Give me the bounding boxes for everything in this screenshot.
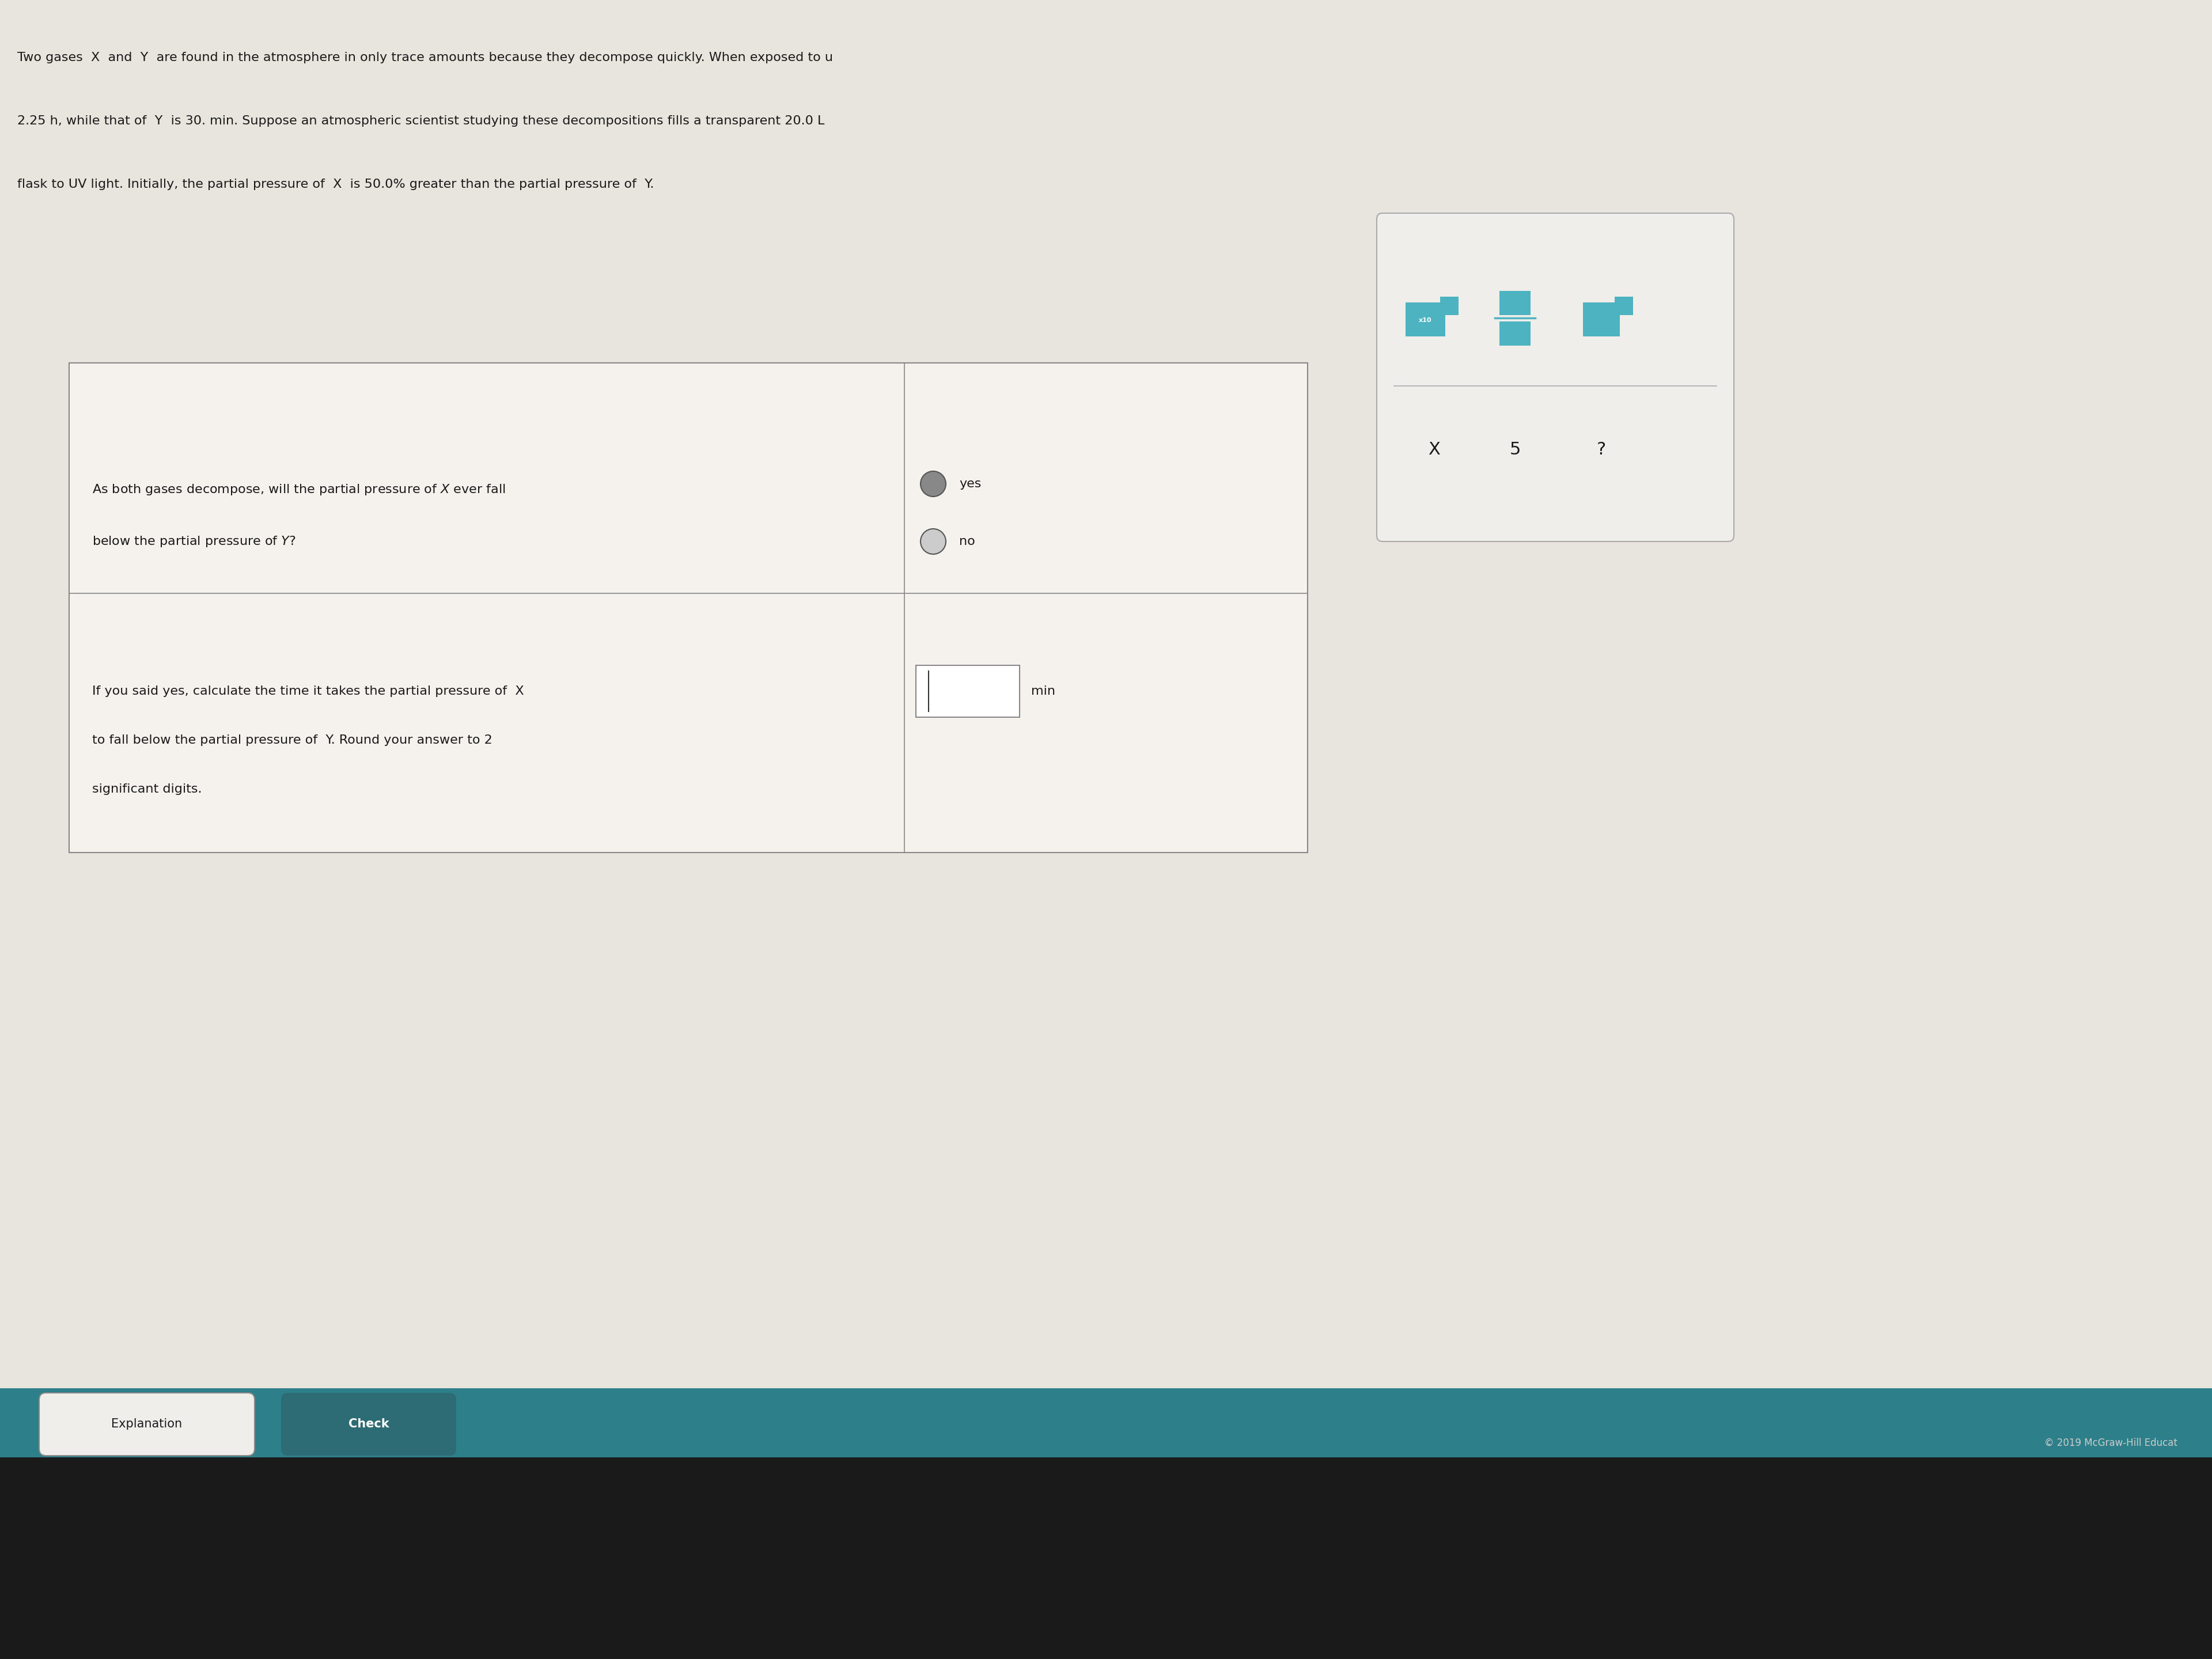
FancyBboxPatch shape bbox=[69, 363, 1307, 853]
Text: below the partial pressure of $Y$?: below the partial pressure of $Y$? bbox=[93, 534, 296, 549]
Text: If you said yes, calculate the time it takes the partial pressure of  X: If you said yes, calculate the time it t… bbox=[93, 685, 524, 697]
FancyBboxPatch shape bbox=[40, 1394, 254, 1455]
FancyBboxPatch shape bbox=[1615, 297, 1632, 315]
Text: x10: x10 bbox=[1418, 317, 1431, 324]
FancyBboxPatch shape bbox=[0, 1457, 2212, 1659]
Text: Check: Check bbox=[347, 1418, 389, 1430]
Text: Two gases  X  and  Y  are found in the atmosphere in only trace amounts because : Two gases X and Y are found in the atmos… bbox=[18, 51, 834, 63]
FancyBboxPatch shape bbox=[1376, 212, 1734, 541]
Text: © 2019 McGraw-Hill Educat: © 2019 McGraw-Hill Educat bbox=[2044, 1438, 2177, 1448]
FancyBboxPatch shape bbox=[1500, 290, 1531, 315]
Text: significant digits.: significant digits. bbox=[93, 783, 201, 795]
Text: no: no bbox=[960, 536, 975, 547]
Circle shape bbox=[920, 471, 947, 496]
Text: yes: yes bbox=[960, 478, 982, 489]
Text: flask to UV light. Initially, the partial pressure of  X  is 50.0% greater than : flask to UV light. Initially, the partia… bbox=[18, 179, 655, 191]
FancyBboxPatch shape bbox=[1500, 322, 1531, 345]
Text: Explanation: Explanation bbox=[111, 1418, 181, 1430]
Text: min: min bbox=[1031, 685, 1055, 697]
Text: ?: ? bbox=[1597, 441, 1606, 458]
Text: 5: 5 bbox=[1509, 441, 1520, 458]
Text: 2.25 h, while that of  Y  is 30. min. Suppose an atmospheric scientist studying : 2.25 h, while that of Y is 30. min. Supp… bbox=[18, 114, 825, 126]
FancyBboxPatch shape bbox=[1405, 302, 1444, 337]
Text: to fall below the partial pressure of  Y. Round your answer to 2: to fall below the partial pressure of Y.… bbox=[93, 735, 493, 747]
FancyBboxPatch shape bbox=[1584, 302, 1619, 337]
Text: X: X bbox=[1429, 441, 1440, 458]
Text: As both gases decompose, will the partial pressure of $X$ ever fall: As both gases decompose, will the partia… bbox=[93, 483, 504, 496]
FancyBboxPatch shape bbox=[281, 1394, 456, 1455]
FancyBboxPatch shape bbox=[1440, 297, 1458, 315]
FancyBboxPatch shape bbox=[0, 1389, 2212, 1457]
FancyBboxPatch shape bbox=[916, 665, 1020, 717]
Circle shape bbox=[920, 529, 947, 554]
FancyBboxPatch shape bbox=[0, 0, 2212, 1457]
